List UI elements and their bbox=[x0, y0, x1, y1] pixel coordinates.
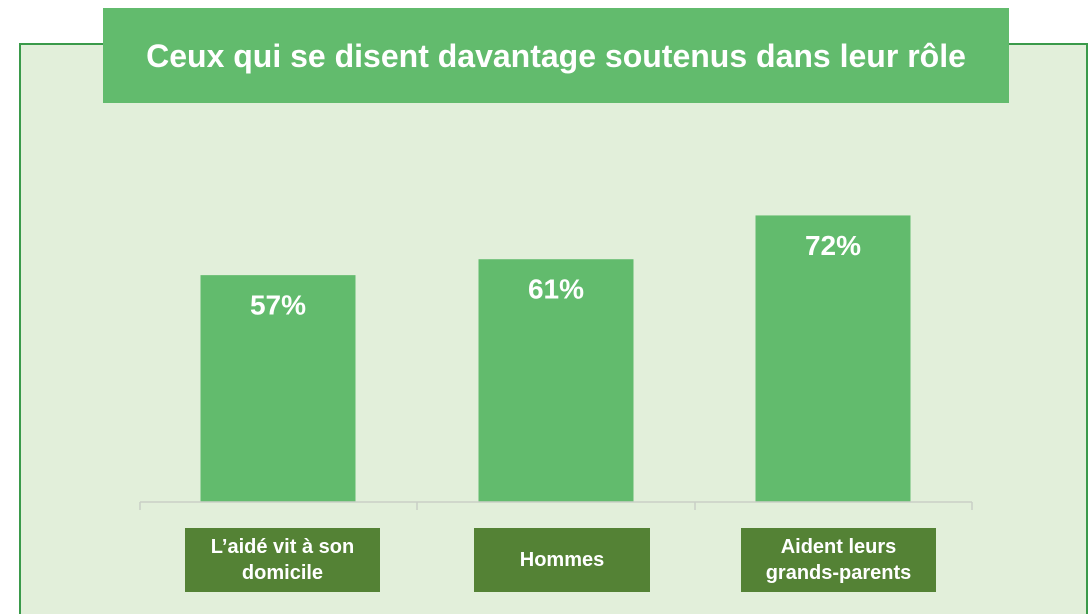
bar bbox=[755, 215, 911, 502]
x-tick-label: Hommes bbox=[474, 528, 650, 592]
value-label: 57% bbox=[250, 290, 306, 321]
value-label: 72% bbox=[805, 230, 861, 261]
x-tick-label: Aident leurs grands-parents bbox=[741, 528, 936, 592]
value-label: 61% bbox=[528, 274, 584, 305]
chart-title: Ceux qui se disent davantage soutenus da… bbox=[103, 8, 1009, 103]
bar bbox=[478, 259, 634, 502]
x-tick-label: L’aidé vit à son domicile bbox=[185, 528, 380, 592]
bar bbox=[200, 275, 356, 502]
